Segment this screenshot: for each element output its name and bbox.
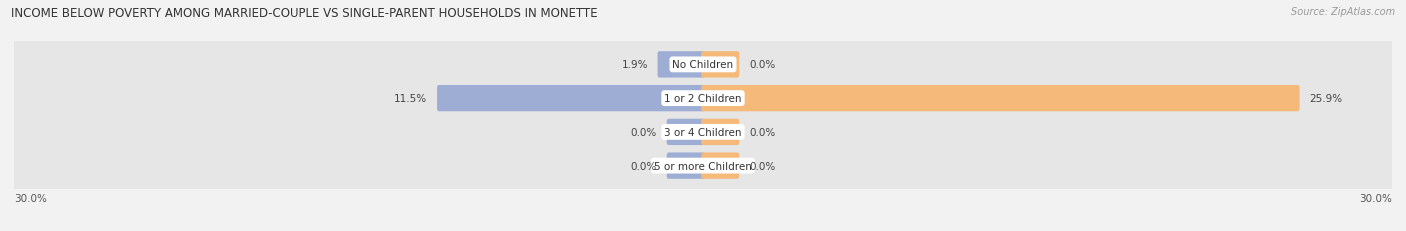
Text: Source: ZipAtlas.com: Source: ZipAtlas.com bbox=[1291, 7, 1395, 17]
Text: 0.0%: 0.0% bbox=[749, 161, 775, 171]
Text: 5 or more Children: 5 or more Children bbox=[654, 161, 752, 171]
FancyBboxPatch shape bbox=[437, 86, 704, 112]
FancyBboxPatch shape bbox=[666, 153, 704, 179]
FancyBboxPatch shape bbox=[702, 153, 740, 179]
FancyBboxPatch shape bbox=[0, 70, 1406, 128]
FancyBboxPatch shape bbox=[0, 103, 1406, 161]
Text: 25.9%: 25.9% bbox=[1309, 94, 1343, 104]
FancyBboxPatch shape bbox=[702, 86, 1299, 112]
Text: 1.9%: 1.9% bbox=[621, 60, 648, 70]
FancyBboxPatch shape bbox=[702, 52, 740, 78]
Text: 30.0%: 30.0% bbox=[14, 193, 46, 203]
FancyBboxPatch shape bbox=[0, 36, 1406, 94]
FancyBboxPatch shape bbox=[658, 52, 704, 78]
Text: 11.5%: 11.5% bbox=[394, 94, 427, 104]
FancyBboxPatch shape bbox=[702, 119, 740, 145]
Text: 0.0%: 0.0% bbox=[631, 127, 657, 137]
Text: 0.0%: 0.0% bbox=[749, 127, 775, 137]
FancyBboxPatch shape bbox=[666, 119, 704, 145]
Text: 1 or 2 Children: 1 or 2 Children bbox=[664, 94, 742, 104]
FancyBboxPatch shape bbox=[0, 137, 1406, 195]
Text: INCOME BELOW POVERTY AMONG MARRIED-COUPLE VS SINGLE-PARENT HOUSEHOLDS IN MONETTE: INCOME BELOW POVERTY AMONG MARRIED-COUPL… bbox=[11, 7, 598, 20]
Text: 30.0%: 30.0% bbox=[1360, 193, 1392, 203]
Text: No Children: No Children bbox=[672, 60, 734, 70]
Text: 0.0%: 0.0% bbox=[631, 161, 657, 171]
Text: 3 or 4 Children: 3 or 4 Children bbox=[664, 127, 742, 137]
Text: 0.0%: 0.0% bbox=[749, 60, 775, 70]
